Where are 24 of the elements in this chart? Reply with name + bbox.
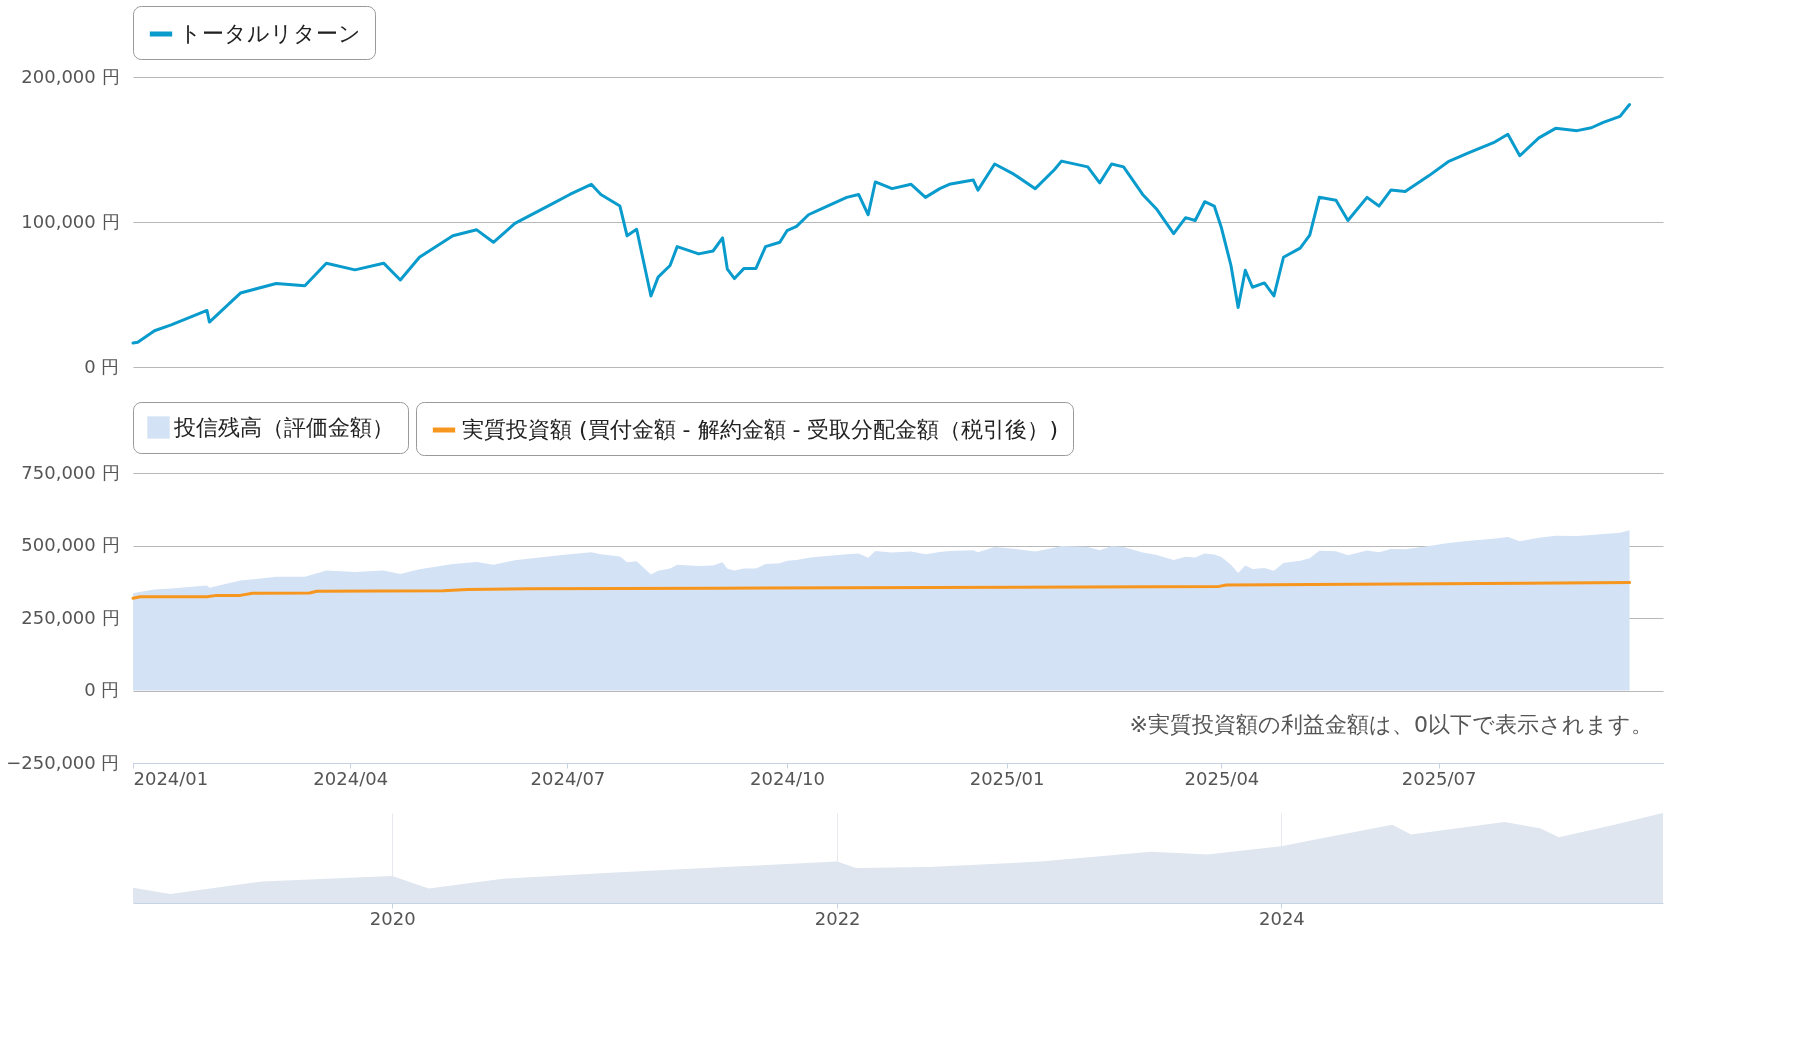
x-tick-label: 2024 <box>1259 907 1305 929</box>
y-tick-label: 250,000 円 <box>21 606 120 628</box>
y-tick-label: 750,000 円 <box>21 461 120 483</box>
legend-label: 投信残高（評価金額） <box>173 414 394 440</box>
y-tick-label: −250,000 円 <box>6 751 120 773</box>
x-tick-label: 2020 <box>369 907 416 929</box>
y-tick-label: 200,000 円 <box>21 65 120 87</box>
x-tick-label: 2024/01 <box>133 767 209 789</box>
y-tick-label: 0 円 <box>84 679 120 700</box>
x-tick-label: 2022 <box>814 907 861 929</box>
x-tick-label: 2024/07 <box>530 767 606 789</box>
y-tick-label: 100,000 円 <box>21 210 120 232</box>
x-tick-label: 2025/01 <box>969 767 1045 789</box>
y-tick-label: 0 円 <box>84 355 120 377</box>
line-series <box>131 581 1632 600</box>
x-tick-label: 2025/07 <box>1401 767 1477 789</box>
legend-label: 実質投資額 (買付金額 - 解約金額 - 受取分配金額（税引後）) <box>462 417 1059 442</box>
x-tick-label: 2024/10 <box>750 767 825 789</box>
x-tick-label: 2025/04 <box>1184 767 1260 789</box>
line-series <box>131 103 1632 345</box>
legend-label: トータルリターン <box>179 21 361 46</box>
x-tick-label: 2024/04 <box>313 767 389 789</box>
annotation: ※実質投資額の利益金額は、0以下で表示されます。 <box>1129 712 1653 738</box>
y-tick-label: 500,000 円 <box>21 534 120 555</box>
